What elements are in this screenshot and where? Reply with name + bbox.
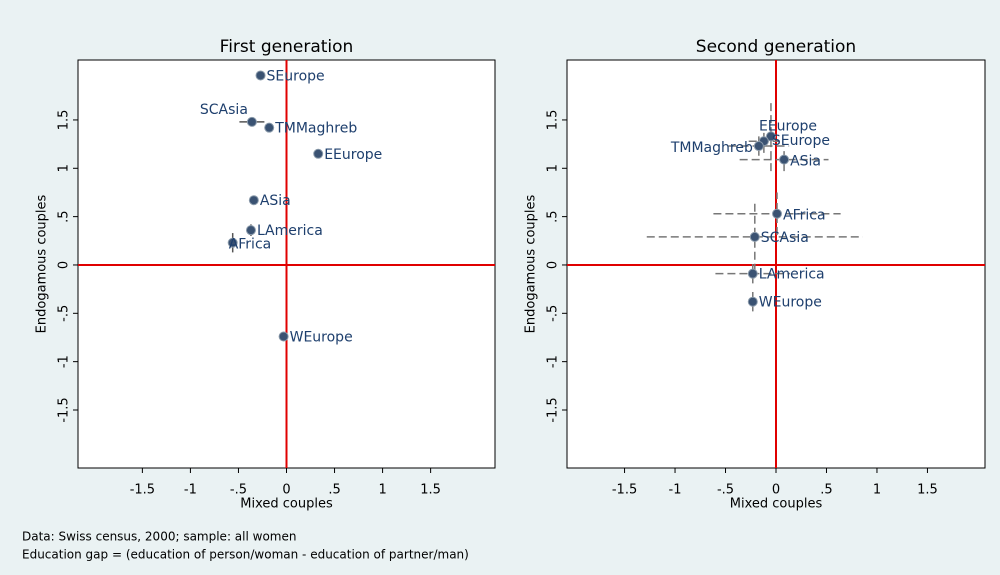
x-axis-label: Mixed couples bbox=[240, 497, 333, 512]
x-tick-label: -1 bbox=[184, 483, 197, 498]
x-tick-label: 0 bbox=[282, 483, 290, 498]
x-tick-label: -1 bbox=[669, 483, 682, 498]
point bbox=[749, 231, 760, 242]
point bbox=[765, 131, 776, 142]
point bbox=[227, 237, 238, 248]
point-label: AFrica bbox=[783, 208, 826, 224]
point bbox=[753, 141, 764, 152]
point-label: SEurope bbox=[772, 133, 830, 149]
y-tick-label: 1 bbox=[546, 164, 561, 172]
x-tick-label: 1 bbox=[873, 483, 881, 498]
y-tick-label: -1.5 bbox=[57, 397, 72, 422]
x-tick-label: .5 bbox=[820, 483, 832, 498]
x-tick-label: -.5 bbox=[230, 483, 247, 498]
x-tick-label: 1.5 bbox=[420, 483, 441, 498]
x-tick-label: 1 bbox=[378, 483, 386, 498]
point bbox=[246, 116, 257, 127]
y-axis-label: Endogamous couples bbox=[35, 194, 50, 333]
x-tick-label: -.5 bbox=[717, 483, 734, 498]
y-tick-label: 0 bbox=[546, 261, 561, 269]
point-label: ASia bbox=[790, 154, 821, 170]
point-label: EEurope bbox=[759, 118, 817, 134]
point-label: LAmerica bbox=[257, 223, 323, 239]
y-tick-label: .5 bbox=[546, 210, 561, 222]
x-tick-label: .5 bbox=[328, 483, 340, 498]
y-tick-label: -1.5 bbox=[546, 397, 561, 422]
chart-title: Second generation bbox=[696, 37, 856, 57]
point-label: SCAsia bbox=[761, 230, 809, 246]
x-tick-label: -1.5 bbox=[130, 483, 155, 498]
y-tick-label: -1 bbox=[57, 355, 72, 368]
point bbox=[747, 296, 758, 307]
y-tick-label: 1.5 bbox=[546, 110, 561, 131]
point bbox=[747, 268, 758, 279]
y-axis-label: Endogamous couples bbox=[524, 194, 539, 333]
y-tick-label: -.5 bbox=[546, 305, 561, 322]
point-label: LAmerica bbox=[759, 267, 825, 283]
point bbox=[313, 148, 324, 159]
x-tick-label: 1.5 bbox=[917, 483, 938, 498]
point-label: WEurope bbox=[290, 330, 353, 346]
point bbox=[248, 195, 259, 206]
y-tick-label: -.5 bbox=[57, 305, 72, 322]
point bbox=[255, 70, 266, 81]
y-tick-label: -1 bbox=[546, 355, 561, 368]
note: Data: Swiss census, 2000; sample: all wo… bbox=[22, 530, 296, 544]
point-label: AFrica bbox=[229, 237, 272, 253]
y-tick-label: .5 bbox=[57, 210, 72, 222]
y-tick-label: 1.5 bbox=[57, 110, 72, 131]
x-tick-label: -1.5 bbox=[612, 483, 637, 498]
point-label: EEurope bbox=[324, 147, 382, 163]
point-label: ASia bbox=[260, 193, 291, 209]
point bbox=[245, 225, 256, 236]
point bbox=[779, 154, 790, 165]
chart-title: First generation bbox=[220, 37, 354, 57]
point bbox=[772, 208, 783, 219]
y-tick-label: 1 bbox=[57, 164, 72, 172]
point-label: TMMaghreb bbox=[670, 140, 753, 156]
point-label: SEurope bbox=[267, 68, 325, 84]
point-label: SCAsia bbox=[200, 102, 248, 118]
point bbox=[278, 331, 289, 342]
x-axis-label: Mixed couples bbox=[730, 497, 823, 512]
note: Education gap = (education of person/wom… bbox=[22, 548, 469, 562]
y-tick-label: 0 bbox=[57, 261, 72, 269]
point-label: WEurope bbox=[759, 295, 822, 311]
point bbox=[264, 122, 275, 133]
point-label: TMMaghreb bbox=[274, 121, 357, 137]
x-tick-label: 0 bbox=[772, 483, 780, 498]
